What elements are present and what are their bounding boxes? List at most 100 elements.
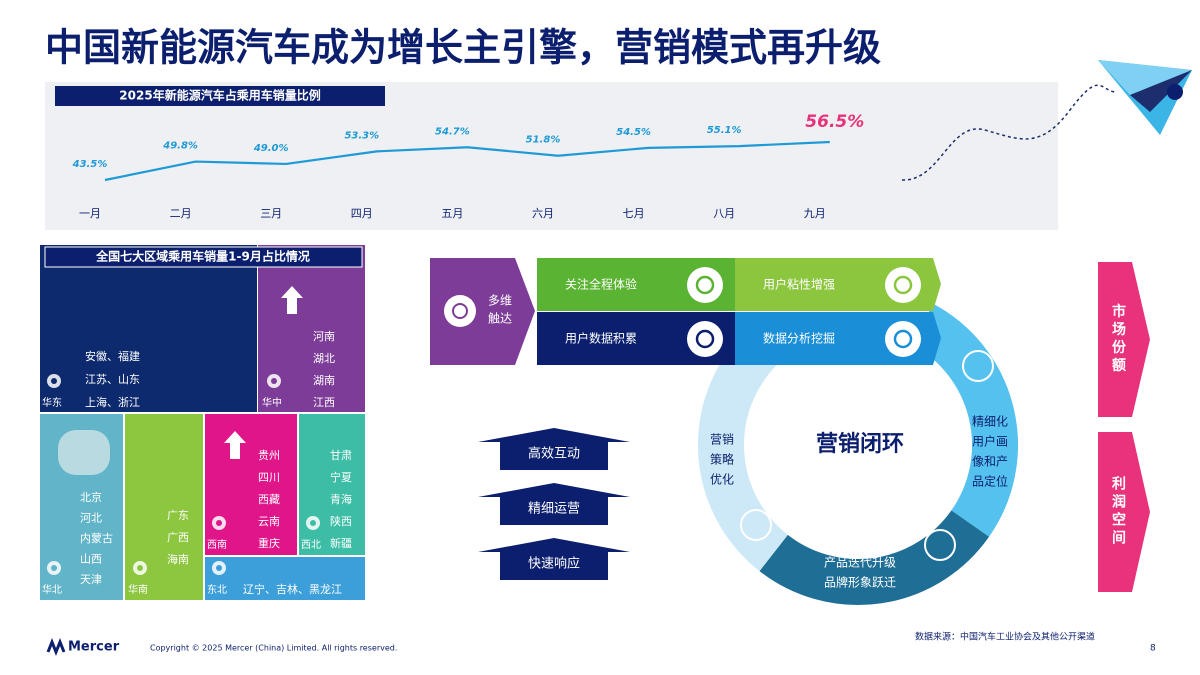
ring-label: 用户画 bbox=[972, 434, 1008, 449]
region-pin-dot bbox=[137, 565, 143, 571]
region-pin-dot bbox=[51, 565, 57, 571]
region-block bbox=[205, 557, 365, 600]
data-label: 49.8% bbox=[162, 141, 198, 152]
x-tick-label: 四月 bbox=[351, 207, 373, 220]
up-arrow bbox=[281, 286, 303, 314]
province: 山西 bbox=[80, 553, 102, 566]
province: 内蒙古 bbox=[80, 531, 113, 545]
province: 贵州 bbox=[258, 449, 280, 462]
province: 四川 bbox=[258, 471, 280, 484]
ring-label: 策略 bbox=[710, 452, 734, 467]
ring-icon bbox=[924, 529, 956, 561]
region-pin-dot bbox=[310, 520, 316, 526]
province: 陕西 bbox=[330, 514, 352, 528]
copyright: Copyright © 2025 Mercer (China) Limited.… bbox=[150, 644, 397, 653]
treemap-title: 全国七大区域乘用车销量1-9月占比情况 bbox=[95, 249, 310, 264]
box-label: 用户数据积累 bbox=[565, 331, 637, 346]
region-pin-dot bbox=[216, 520, 222, 526]
province: 广西 bbox=[167, 531, 189, 544]
outcome-label: 市场份额 bbox=[1110, 303, 1126, 376]
center-label: 营销闭环 bbox=[816, 432, 904, 457]
chart-title: 2025年新能源汽车占乘用车销量比例 bbox=[119, 88, 320, 103]
box-label: 数据分析挖掘 bbox=[763, 331, 835, 346]
outcome-chevron bbox=[1098, 432, 1150, 592]
province: 辽宁、吉林、黑龙江 bbox=[243, 582, 342, 596]
data-label: 55.1% bbox=[707, 125, 742, 136]
province: 河南 bbox=[313, 330, 335, 343]
box bbox=[735, 258, 941, 311]
line-chart: 一月 43.5% 二月 49.8% 三月 49.0% 四月 53.3% 五月 54.7% 六月 51.… bbox=[72, 112, 865, 220]
line bbox=[104, 140, 830, 182]
data-label: 43.5% bbox=[72, 159, 108, 170]
ring-segment bbox=[910, 303, 1018, 537]
dotted-trail bbox=[901, 84, 1116, 181]
ring-label: 营销 bbox=[710, 433, 734, 447]
province: 河北 bbox=[80, 512, 102, 525]
province: 新疆 bbox=[330, 536, 352, 550]
box-icon-inner bbox=[893, 329, 913, 349]
ring-icon bbox=[740, 509, 772, 541]
x-tick-label: 二月 bbox=[170, 207, 192, 220]
province: 江苏、山东 bbox=[85, 373, 140, 386]
x-tick-label: 七月 bbox=[623, 207, 645, 220]
arrow-label: 快速响应 bbox=[528, 556, 580, 572]
logo-mark bbox=[46, 637, 66, 657]
province: 上海、浙江 bbox=[85, 395, 140, 409]
box-icon bbox=[885, 267, 921, 303]
region-name: 西北 bbox=[301, 539, 321, 551]
ring-label: 优化 bbox=[710, 473, 734, 487]
ring-label: 精细化 bbox=[972, 415, 1008, 429]
slide-title: 中国新能源汽车成为增长主引擎，营销模式再升级 bbox=[45, 26, 881, 70]
box-label: 关注全程体验 bbox=[565, 277, 637, 292]
box-icon-inner bbox=[695, 275, 715, 295]
x-tick-label: 一月 bbox=[79, 207, 101, 220]
box-icon bbox=[687, 267, 723, 303]
box bbox=[537, 258, 743, 311]
region-block bbox=[205, 414, 297, 555]
region-name: 东北 bbox=[207, 583, 227, 596]
region-pin-dot bbox=[271, 378, 277, 384]
chart-title-bar bbox=[55, 86, 385, 106]
data-label: 54.5% bbox=[616, 127, 651, 138]
province: 江西 bbox=[313, 396, 335, 409]
box-icon-inner bbox=[893, 275, 913, 295]
region-pin-dot bbox=[51, 378, 57, 384]
logo-text: Mercer bbox=[68, 640, 120, 655]
region-name: 华中 bbox=[262, 396, 282, 409]
province: 广东 bbox=[167, 509, 189, 522]
x-tick-label: 三月 bbox=[260, 207, 282, 220]
province: 天津 bbox=[80, 573, 102, 586]
region-name: 华东 bbox=[42, 396, 62, 409]
ring-icon bbox=[962, 350, 994, 382]
outcome-chevron bbox=[1098, 262, 1150, 417]
box-icon bbox=[687, 321, 723, 357]
data-label: 51.8% bbox=[526, 135, 561, 146]
region-pin-dot bbox=[216, 565, 222, 571]
footer: Mercer Copyright © 2025 Mercer (China) L… bbox=[46, 631, 1156, 657]
page-number: 8 bbox=[1150, 644, 1156, 654]
scooter-figure bbox=[58, 430, 110, 475]
data-label: 49.0% bbox=[253, 143, 289, 154]
entry-label: 触达 bbox=[488, 312, 512, 326]
x-tick-label: 九月 bbox=[804, 207, 826, 220]
box-icon bbox=[885, 321, 921, 357]
region-name: 华北 bbox=[42, 583, 62, 596]
province: 海南 bbox=[167, 552, 189, 566]
box bbox=[537, 312, 743, 365]
entry-label: 多维 bbox=[488, 294, 512, 308]
province: 北京 bbox=[80, 490, 102, 504]
data-label: 56.5% bbox=[805, 112, 864, 132]
data-label: 53.3% bbox=[344, 130, 379, 141]
province: 云南 bbox=[258, 515, 280, 528]
ring-label: 品定位 bbox=[972, 474, 1008, 489]
province: 青海 bbox=[330, 492, 352, 506]
data-label: 54.7% bbox=[435, 126, 470, 137]
province: 湖北 bbox=[313, 352, 335, 365]
province: 西藏 bbox=[258, 493, 280, 506]
up-arrow-block bbox=[478, 428, 630, 470]
ring-segment bbox=[698, 326, 789, 572]
ring-label: 像和产 bbox=[972, 455, 1008, 469]
